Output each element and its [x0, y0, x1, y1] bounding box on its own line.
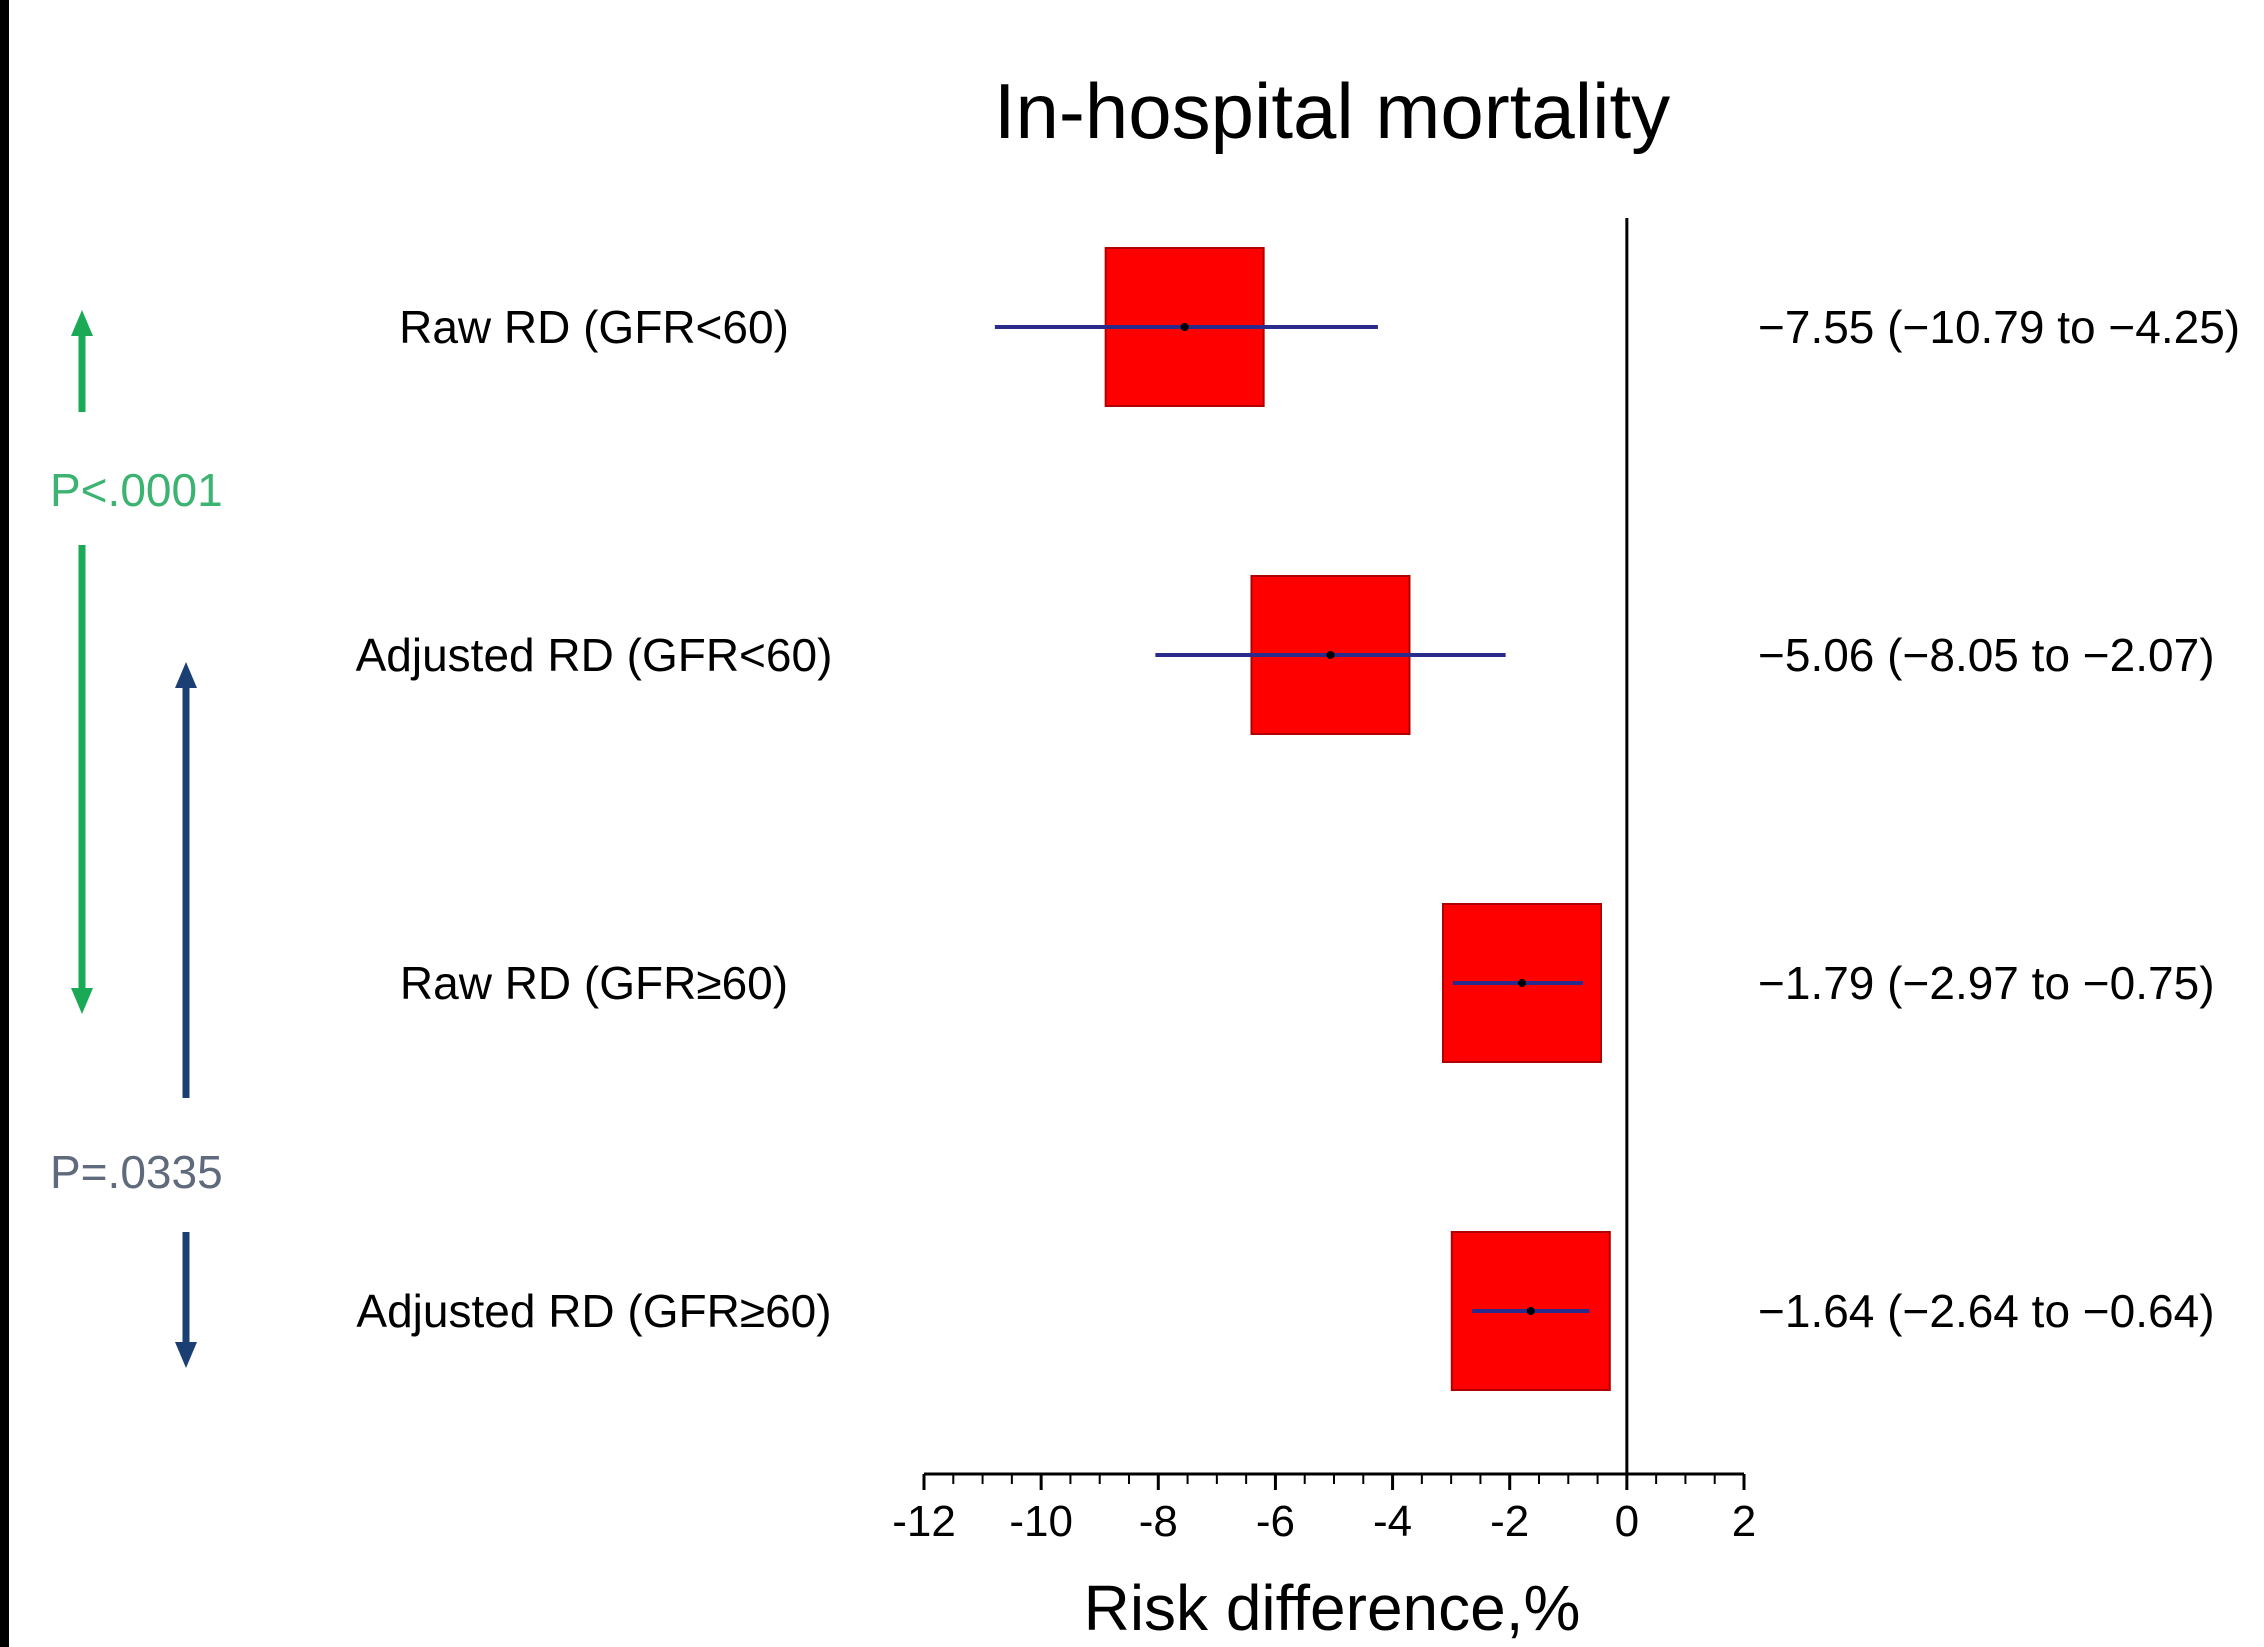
forest-rows: Raw RD (GFR<60) −7.55 (−10.79 to −4.25) Ad… — [356, 247, 2240, 1391]
chart-title: In-hospital mortality — [994, 67, 1670, 155]
forest-row: Adjusted RD (GFR<60) −5.06 (−8.05 to −2.0… — [356, 575, 2215, 735]
row-value-text: −1.64 (−2.64 to −0.64) — [1758, 1285, 2215, 1337]
left-border — [0, 0, 9, 1647]
forest-row: Adjusted RD (GFR≥60) −1.64 (−2.64 to −0.6… — [356, 1231, 2215, 1391]
row-label: Adjusted RD (GFR<60) — [356, 629, 833, 681]
arrow-head-down — [71, 988, 93, 1014]
x-tick-label: 2 — [1732, 1497, 1756, 1546]
point-estimate — [1180, 323, 1189, 331]
row-label: Adjusted RD (GFR≥60) — [356, 1285, 831, 1337]
arrow-head-down — [175, 1342, 197, 1368]
x-tick-label: -6 — [1256, 1497, 1295, 1546]
row-value-text: −1.79 (−2.97 to −0.75) — [1758, 957, 2215, 1009]
comparison-green: P<.0001 — [50, 310, 223, 1014]
x-axis-label: Risk difference,% — [1084, 1572, 1581, 1644]
x-tick-label: -12 — [892, 1497, 956, 1546]
arrow-head-up — [175, 662, 197, 688]
point-estimate — [1518, 979, 1527, 987]
point-estimate — [1326, 651, 1335, 659]
comparison-blue: P=.0335 — [50, 662, 223, 1368]
x-tick-label: -4 — [1373, 1497, 1412, 1546]
x-tick-label: 0 — [1615, 1497, 1639, 1546]
comparison-arrows: P<.0001 P=.0335 — [50, 310, 223, 1368]
x-axis: -12 -10 -8 -6 -4 -2 0 2 — [892, 1472, 1756, 1546]
x-tick-label: -2 — [1490, 1497, 1529, 1546]
point-estimate — [1526, 1307, 1535, 1315]
row-value-text: −5.06 (−8.05 to −2.07) — [1758, 629, 2215, 681]
row-label: Raw RD (GFR<60) — [399, 301, 789, 353]
forest-row: Raw RD (GFR≥60) −1.79 (−2.97 to −0.75) — [400, 903, 2215, 1063]
forest-row: Raw RD (GFR<60) −7.55 (−10.79 to −4.25) — [399, 247, 2240, 407]
p-value-green: P<.0001 — [50, 464, 223, 516]
row-value-text: −7.55 (−10.79 to −4.25) — [1758, 301, 2240, 353]
p-value-blue: P=.0335 — [50, 1146, 223, 1198]
x-tick-label: -8 — [1139, 1497, 1178, 1546]
row-label: Raw RD (GFR≥60) — [400, 957, 788, 1009]
x-tick-label: -10 — [1009, 1497, 1073, 1546]
arrow-head-up — [71, 310, 93, 336]
